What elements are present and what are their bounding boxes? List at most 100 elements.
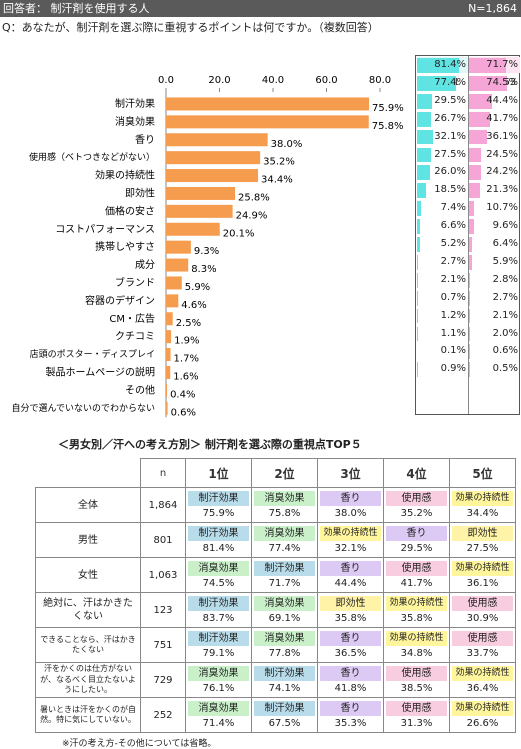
rank-cell: 消臭効果 74.5% — [185, 557, 252, 593]
gender-table: 男性n=80181.4%77.4%29.5%26.7%32.1%27.5%26.… — [415, 55, 520, 415]
mini-bar — [417, 308, 418, 324]
category-label: CM・広告 — [109, 312, 155, 325]
table-title: ＜男女別／汗への考え方別＞ 制汗剤を選ぶ際の重視点TOP５ — [58, 438, 362, 451]
item: 消臭効果 — [188, 666, 249, 681]
x-tick-label: 40.0 — [262, 75, 284, 86]
item: 使用感 — [452, 596, 513, 611]
mini-bar — [417, 183, 427, 199]
value-label: 0.5% — [492, 363, 518, 375]
rank-cell: 香り 41.8% — [317, 662, 384, 698]
rank-cell: 消臭効果 75.8% — [251, 487, 318, 523]
rank-cell: 消臭効果 77.4% — [251, 522, 318, 558]
mini-bar — [417, 219, 421, 234]
category-label: 自分で選んでいないのでわからない — [11, 402, 155, 414]
item: 制汗効果 — [188, 491, 249, 506]
mini-bar — [469, 165, 482, 181]
value-label: 6.6% — [440, 220, 466, 232]
value-label: 8.3% — [191, 264, 216, 275]
value-label: 24.5% — [486, 148, 518, 160]
rank-cell: 使用感 30.9% — [449, 592, 516, 628]
mini-bar — [417, 58, 459, 73]
value-label: 0.6% — [171, 407, 196, 418]
bar — [166, 258, 189, 272]
category-label: 成分 — [135, 259, 155, 271]
item: 制汗効果 — [188, 631, 249, 646]
rank-cell: 消臭効果 69.1% — [251, 592, 318, 628]
rank-cell: 使用感 33.7% — [449, 627, 516, 663]
corner — [36, 459, 141, 488]
item: 使用感 — [452, 631, 513, 646]
rank-cell: 制汗効果 75.9% — [185, 487, 252, 523]
value-label: 32.1% — [434, 130, 466, 142]
item: 消臭効果 — [254, 631, 315, 646]
category-label: 製品ホームページの説明 — [46, 365, 156, 378]
rank-cell: 制汗効果 81.4% — [185, 522, 252, 558]
x-tick-label: 0.0 — [158, 75, 174, 86]
item: 効果の持続性 — [452, 491, 513, 506]
item-value: 26.6% — [466, 718, 499, 729]
category-label: 容器のデザイン — [85, 294, 155, 307]
item-value: 35.8% — [400, 613, 433, 624]
item: 使用感 — [386, 701, 447, 716]
rank-cell: 制汗効果 71.7% — [251, 557, 318, 593]
value-label: 0.4% — [170, 389, 195, 400]
value-label: 1.7% — [174, 354, 199, 365]
item: 香り — [320, 631, 381, 646]
value-label: 75.9% — [372, 103, 404, 114]
value-label: 24.2% — [486, 166, 518, 178]
bar — [166, 222, 220, 236]
item: 香り — [320, 561, 381, 576]
item: 制汗効果 — [188, 596, 249, 611]
x-tick-label: 80.0 — [369, 75, 391, 86]
item-value: 36.4% — [466, 683, 499, 694]
item: 制汗効果 — [188, 526, 249, 541]
rank-cell: 香り 35.3% — [317, 697, 384, 733]
item: 効果の持続性 — [386, 631, 447, 646]
value-label: 6.4% — [492, 238, 518, 249]
mini-bar — [417, 326, 418, 342]
mini-bar — [469, 147, 482, 163]
mini-bar — [469, 58, 506, 73]
category-label: 消臭効果 — [115, 115, 155, 128]
category-label: 使用感（ベトつきなどがない） — [29, 151, 155, 163]
mini-bar — [417, 201, 421, 217]
item-value: 38.0% — [334, 508, 367, 519]
column-header: 2位 — [251, 458, 318, 488]
item-value: 35.3% — [334, 718, 367, 729]
item-value: 74.5% — [202, 578, 235, 589]
item-value: 29.5% — [400, 543, 433, 554]
item: 効果の持続性 — [452, 561, 513, 576]
value-label: 9.3% — [194, 246, 219, 257]
column-header: 4位 — [383, 458, 450, 488]
value-label: 2.1% — [440, 273, 466, 285]
item-value: 75.8% — [268, 508, 301, 519]
value-label: 74.5% — [486, 76, 518, 88]
item: 制汗効果 — [254, 666, 315, 681]
item: 消臭効果 — [254, 526, 315, 541]
rank-cell: 使用感 41.7% — [383, 557, 450, 593]
item-value: 75.9% — [202, 508, 235, 519]
value-label: 2.0% — [492, 327, 518, 339]
item: 消臭効果 — [254, 596, 315, 611]
item: 香り — [320, 666, 381, 681]
rank-cell: 効果の持続性 34.8% — [383, 627, 450, 663]
mini-bar — [469, 183, 480, 199]
value-label: 29.5% — [434, 94, 466, 106]
category-label: クチコミ — [115, 331, 155, 343]
rank-cell: 香り 36.5% — [317, 627, 384, 663]
row-label: 暑いときは汗をかくのが自然。特に気にしていない。 — [35, 697, 141, 733]
category-label: 携帯しやすさ — [95, 240, 155, 253]
item: 消臭効果 — [188, 561, 249, 576]
header-bar: 回答者： 制汗剤を使用する人 N=1,864 — [0, 0, 521, 17]
value-label: 0.7% — [440, 291, 466, 303]
bar — [166, 312, 173, 326]
bar — [166, 204, 233, 218]
mini-bar — [469, 290, 471, 306]
mini-bar — [469, 326, 471, 342]
bar — [166, 169, 259, 183]
item: 香り — [320, 701, 381, 716]
rank-cell: 使用感 31.3% — [383, 697, 450, 733]
mini-bar — [417, 93, 433, 109]
value-label: 26.7% — [434, 112, 466, 124]
item-value: 76.1% — [202, 683, 235, 694]
